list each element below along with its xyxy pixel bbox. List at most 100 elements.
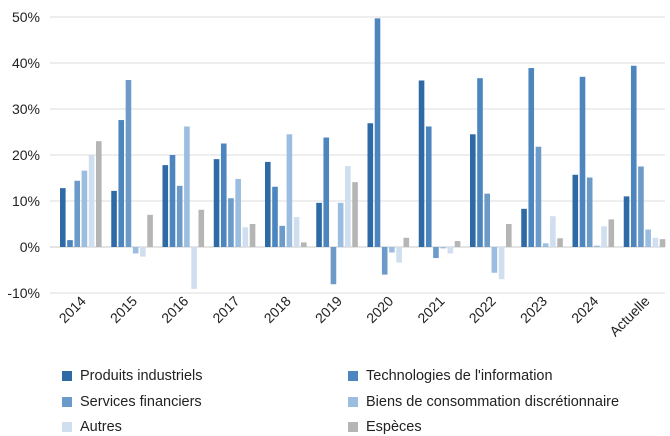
legend-swatch	[62, 371, 72, 381]
bar	[528, 68, 535, 247]
bar	[184, 126, 190, 247]
bar	[352, 182, 358, 247]
legend-swatch	[62, 397, 72, 407]
bar	[337, 202, 344, 247]
bar	[74, 180, 80, 247]
bar	[67, 240, 73, 247]
bars	[60, 18, 666, 289]
bar	[88, 155, 95, 247]
bar	[301, 242, 307, 247]
bar	[623, 196, 630, 247]
bar	[594, 245, 600, 247]
bar	[125, 80, 132, 248]
bar	[498, 247, 505, 280]
bar	[367, 123, 374, 247]
bar	[506, 224, 512, 247]
bar	[447, 247, 454, 254]
bar	[60, 188, 66, 247]
bar	[418, 80, 425, 247]
bar	[608, 219, 615, 247]
bar	[601, 226, 607, 247]
bar	[176, 185, 183, 247]
x-tick-label: 2018	[261, 293, 294, 326]
bar	[484, 193, 490, 247]
bar	[118, 120, 125, 247]
bar	[81, 170, 88, 247]
legend-label: Espèces	[366, 419, 422, 435]
x-tick-label: 2022	[466, 293, 499, 326]
bar	[454, 241, 461, 247]
x-tick-label: 2023	[517, 293, 550, 326]
legend-item-services-financiers: Services financiers	[62, 394, 202, 410]
x-tick-label: 2017	[209, 293, 242, 326]
bar	[220, 143, 227, 247]
bar	[279, 225, 285, 247]
bar	[330, 247, 337, 285]
legend-swatch	[348, 397, 358, 407]
legend-item-biens-consommation: Biens de consommation discrétionnaire	[348, 394, 619, 410]
bar	[316, 202, 322, 247]
bar	[389, 247, 395, 253]
legend: Produits industriels Technologies de l'i…	[0, 360, 670, 436]
bar	[491, 247, 498, 273]
y-tick-label: 30%	[12, 101, 40, 117]
bar	[132, 247, 139, 254]
bar	[572, 174, 579, 247]
bar	[213, 159, 220, 247]
bar	[652, 237, 659, 247]
bar	[586, 177, 593, 247]
bar	[96, 141, 102, 247]
bar	[147, 214, 153, 247]
bar	[140, 247, 146, 257]
legend-swatch	[62, 422, 72, 432]
bar	[557, 238, 563, 247]
bar	[235, 178, 241, 247]
bar	[403, 237, 410, 247]
y-tick-label: 0%	[20, 239, 40, 255]
x-tick-label: 2024	[568, 293, 601, 326]
legend-label: Services financiers	[80, 394, 202, 410]
x-tick-label: 2021	[414, 293, 447, 326]
bar	[433, 247, 439, 259]
x-axis: 2014 2015 2016 2017 2018 2019 2020 2021 2022 2023…	[56, 293, 653, 340]
legend-item-autres: Autres	[62, 419, 122, 435]
bar	[286, 134, 293, 247]
x-tick-label: 2014	[56, 293, 89, 326]
y-axis: -10% 0% 10% 20% 30% 40% 50%	[7, 9, 40, 301]
bar	[521, 208, 527, 247]
bar	[477, 78, 483, 248]
bar	[198, 209, 205, 247]
bar	[272, 186, 278, 247]
y-tick-label: -10%	[7, 285, 40, 301]
legend-item-technologies: Technologies de l'information	[348, 368, 553, 384]
legend-label: Biens de consommation discrétionnaire	[366, 394, 620, 410]
bar	[191, 247, 197, 289]
legend-swatch	[348, 371, 358, 381]
y-tick-label: 10%	[12, 193, 40, 209]
bar	[542, 243, 549, 247]
x-tick-label: 2016	[158, 293, 191, 326]
bar	[374, 18, 381, 247]
x-tick-label: 2015	[107, 293, 140, 326]
bar	[169, 155, 176, 247]
x-tick-label: Actuelle	[606, 293, 653, 340]
bar	[638, 166, 644, 247]
bar	[535, 146, 542, 247]
bar	[550, 216, 556, 247]
x-tick-label: 2019	[312, 293, 345, 326]
bar	[242, 227, 249, 247]
bar	[396, 247, 402, 263]
bar	[293, 217, 300, 247]
bar	[381, 247, 388, 275]
bar	[345, 166, 351, 247]
bar	[440, 247, 446, 249]
bar	[111, 190, 117, 247]
bar	[645, 229, 651, 247]
bar	[425, 126, 432, 247]
legend-swatch	[348, 422, 358, 432]
y-tick-label: 20%	[12, 147, 40, 163]
legend-item-produits-industriels: Produits industriels	[62, 368, 203, 384]
bar	[249, 224, 256, 247]
legend-label: Technologies de l'information	[366, 368, 553, 384]
